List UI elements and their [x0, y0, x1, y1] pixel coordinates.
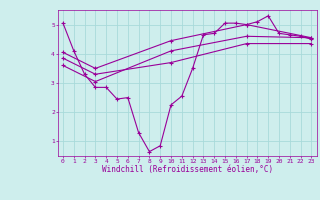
X-axis label: Windchill (Refroidissement éolien,°C): Windchill (Refroidissement éolien,°C)	[102, 165, 273, 174]
